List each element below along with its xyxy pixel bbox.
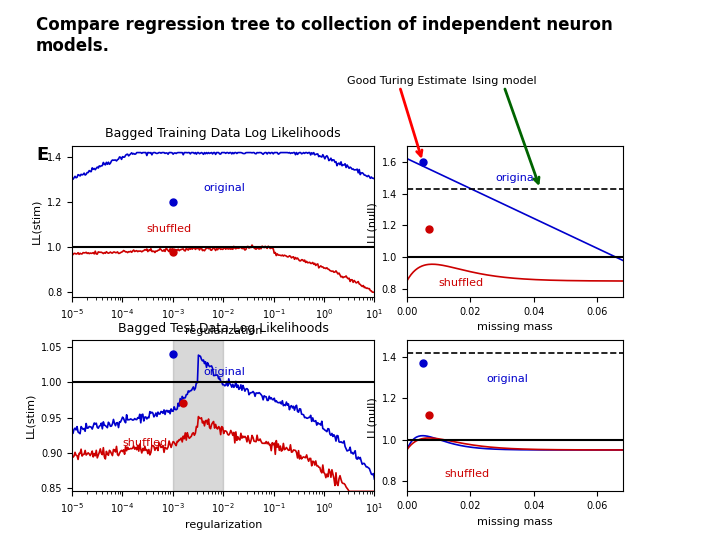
X-axis label: regularization: regularization [184,521,262,530]
Text: Compare regression tree to collection of independent neuron
models.: Compare regression tree to collection of… [36,16,613,55]
Text: original: original [486,374,528,383]
Y-axis label: LL(null): LL(null) [366,200,376,242]
X-axis label: missing mass: missing mass [477,322,553,332]
Text: shuffled: shuffled [438,278,484,288]
Text: original: original [203,367,245,377]
Text: original: original [203,183,245,193]
X-axis label: regularization: regularization [184,326,262,336]
Y-axis label: LL(stim): LL(stim) [32,199,41,244]
X-axis label: missing mass: missing mass [477,517,553,526]
Title: Bagged Training Data Log Likelihoods: Bagged Training Data Log Likelihoods [105,127,341,140]
Y-axis label: LL(null): LL(null) [366,395,376,437]
Title: Bagged Test Data Log Likelihoods: Bagged Test Data Log Likelihoods [118,322,328,335]
Text: Good Turing Estimate: Good Turing Estimate [347,76,467,86]
Text: Ising model: Ising model [472,76,536,86]
Y-axis label: LL(stim): LL(stim) [25,393,35,438]
Bar [173,340,223,491]
Text: original: original [496,173,538,183]
Text: shuffled: shuffled [122,438,168,448]
Text: shuffled: shuffled [445,469,490,479]
Text: E: E [36,146,48,164]
Text: shuffled: shuffled [146,224,192,234]
